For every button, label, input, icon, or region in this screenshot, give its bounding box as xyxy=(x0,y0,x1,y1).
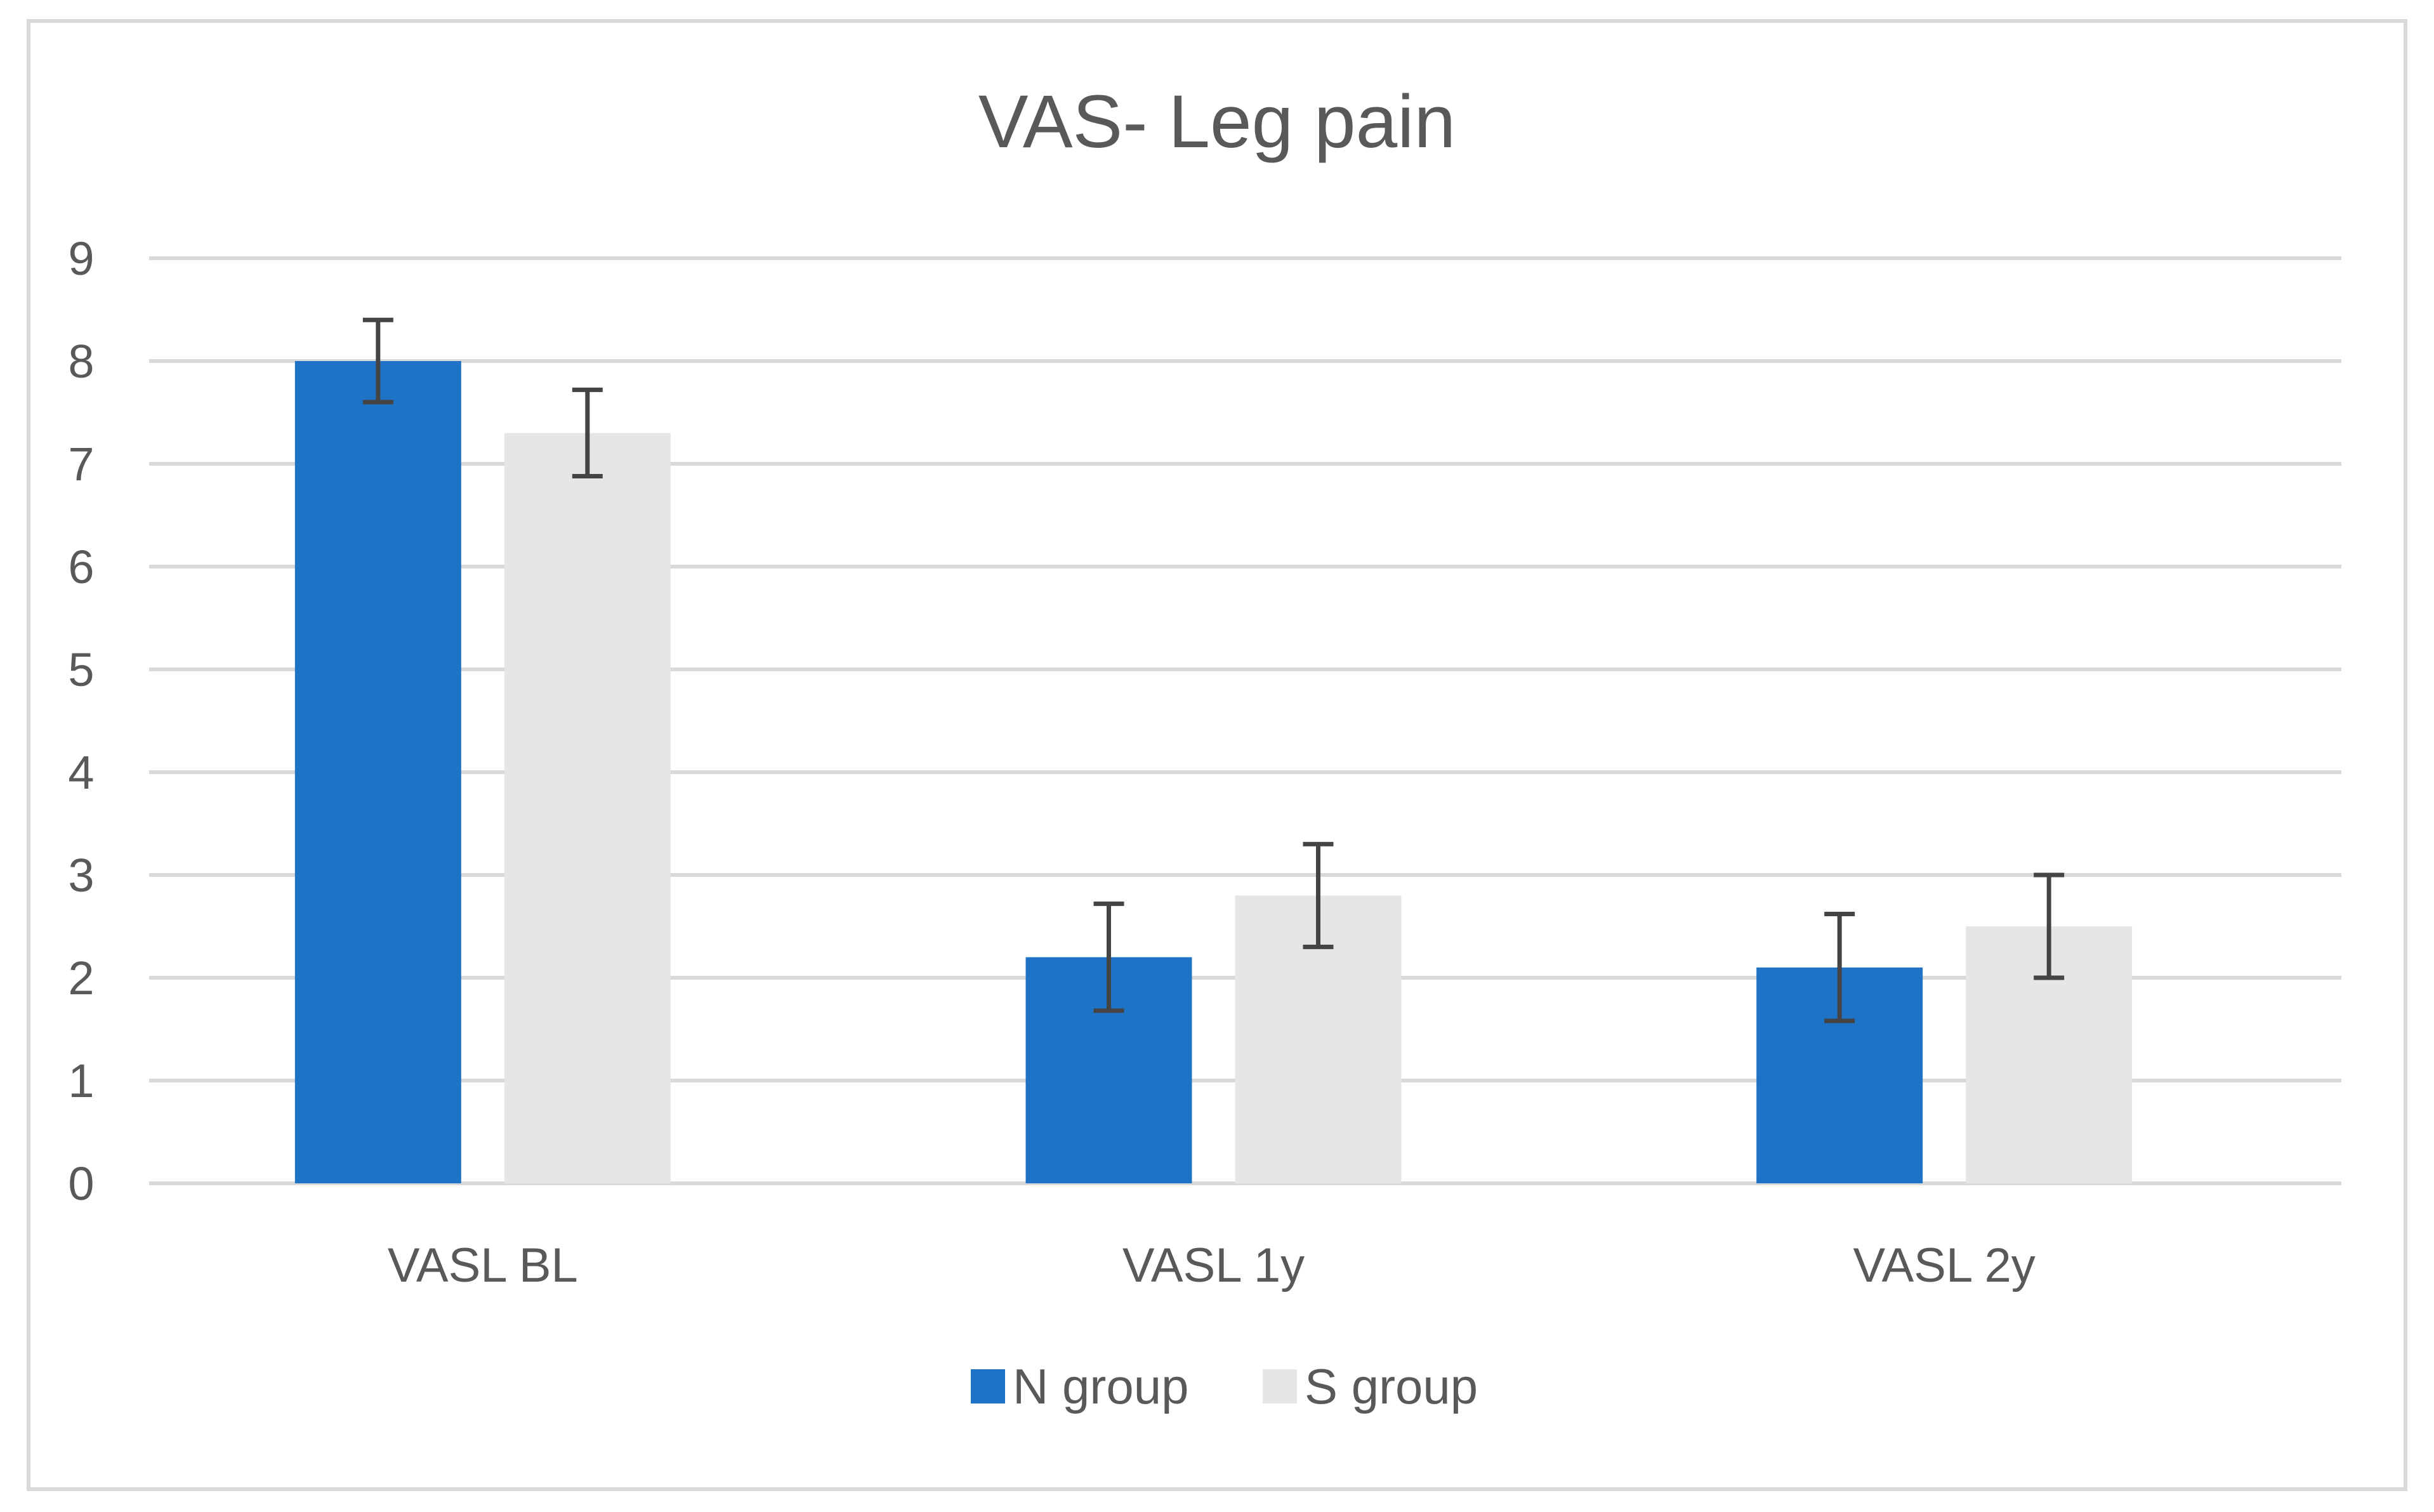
error-bars xyxy=(362,317,2065,1023)
legend-item-n-group: N group xyxy=(971,1358,1189,1414)
bar-s-group-vasl-bl xyxy=(504,433,671,1183)
error-bar xyxy=(362,317,393,405)
y-tick-label: 2 xyxy=(68,952,94,1004)
legend-label: N group xyxy=(1013,1358,1189,1414)
error-bar xyxy=(1824,912,1855,1023)
x-axis-labels: VASL BL VASL 1y VASL 2y xyxy=(388,1239,2036,1292)
error-bar xyxy=(1303,841,1334,949)
y-tick-label: 6 xyxy=(68,541,94,593)
legend-item-s-group: S group xyxy=(1263,1358,1478,1414)
y-tick-label: 3 xyxy=(68,849,94,902)
y-axis-ticks: 0 1 2 3 4 5 6 7 8 9 xyxy=(68,232,94,1210)
legend-label: S group xyxy=(1305,1358,1478,1414)
legend-swatch xyxy=(971,1369,1005,1404)
chart-title: VAS- Leg pain xyxy=(978,80,1456,164)
legend: N group S group xyxy=(971,1358,1478,1414)
x-category-label: VASL BL xyxy=(388,1239,578,1292)
y-tick-label: 7 xyxy=(68,438,94,490)
y-tick-label: 5 xyxy=(68,643,94,696)
x-category-label: VASL 2y xyxy=(1853,1239,2036,1292)
bar-n-group-vasl-bl xyxy=(294,361,461,1183)
y-tick-label: 0 xyxy=(68,1157,94,1210)
error-bar xyxy=(1093,901,1124,1013)
error-bar xyxy=(572,387,603,478)
legend-swatch xyxy=(1263,1369,1297,1404)
y-tick-label: 8 xyxy=(68,335,94,388)
y-tick-label: 9 xyxy=(68,232,94,285)
y-tick-label: 1 xyxy=(68,1055,94,1107)
error-bar xyxy=(2034,872,2065,980)
x-category-label: VASL 1y xyxy=(1122,1239,1305,1292)
y-tick-label: 4 xyxy=(68,746,94,799)
